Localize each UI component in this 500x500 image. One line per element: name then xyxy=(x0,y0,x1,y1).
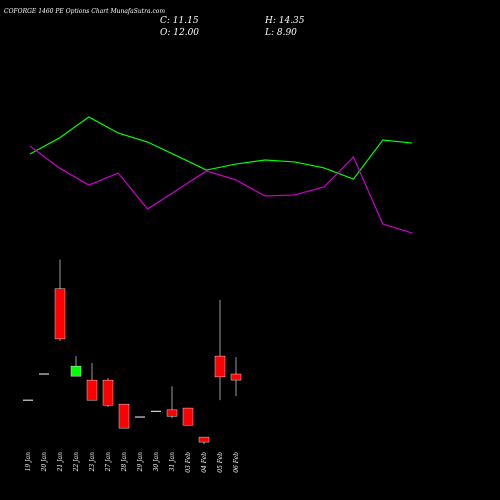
chart-title: COFORGE 1460 PE Options Chart MunafaSutr… xyxy=(4,8,165,15)
candle-body xyxy=(23,399,33,401)
x-tick-label: 05 Feb xyxy=(217,452,224,473)
candle-body xyxy=(230,373,242,381)
x-tick-label: 20 Jan xyxy=(41,452,48,473)
x-tick-label: 27 Jan xyxy=(105,452,112,473)
candle-body xyxy=(70,365,82,377)
ohlc-label: O: 12.00 xyxy=(160,28,199,38)
candle-body xyxy=(198,436,210,443)
candle-body xyxy=(102,379,114,406)
candle-body xyxy=(54,288,66,340)
candle-body xyxy=(182,407,194,426)
x-tick-label: 19 Jan xyxy=(25,452,32,472)
candle-body xyxy=(39,373,49,375)
ohlc-label: H: 14.35 xyxy=(264,16,305,26)
x-tick-label: 04 Feb xyxy=(201,452,208,473)
indicator-line xyxy=(29,116,413,180)
candle-body xyxy=(166,409,178,417)
x-tick-label: 21 Jan xyxy=(57,452,64,473)
candle-body xyxy=(135,416,145,418)
x-tick-label: 03 Feb xyxy=(185,452,192,473)
indicator-line xyxy=(29,145,413,234)
x-tick-label: 06 Feb xyxy=(233,452,240,473)
candle-body xyxy=(118,403,130,429)
x-tick-label: 31 Jan xyxy=(169,452,176,472)
candle-body xyxy=(214,355,226,378)
x-tick-label: 29 Jan xyxy=(137,452,144,473)
x-tick-label: 22 Jan xyxy=(73,452,80,473)
x-tick-label: 30 Jan xyxy=(153,452,160,472)
x-tick-label: 23 Jan xyxy=(89,452,96,473)
x-tick-label: 28 Jan xyxy=(121,452,128,473)
ohlc-label: C: 11.15 xyxy=(160,16,199,26)
ohlc-label: L: 8.90 xyxy=(264,28,297,38)
candle-body xyxy=(151,410,161,412)
candle-body xyxy=(86,379,98,401)
